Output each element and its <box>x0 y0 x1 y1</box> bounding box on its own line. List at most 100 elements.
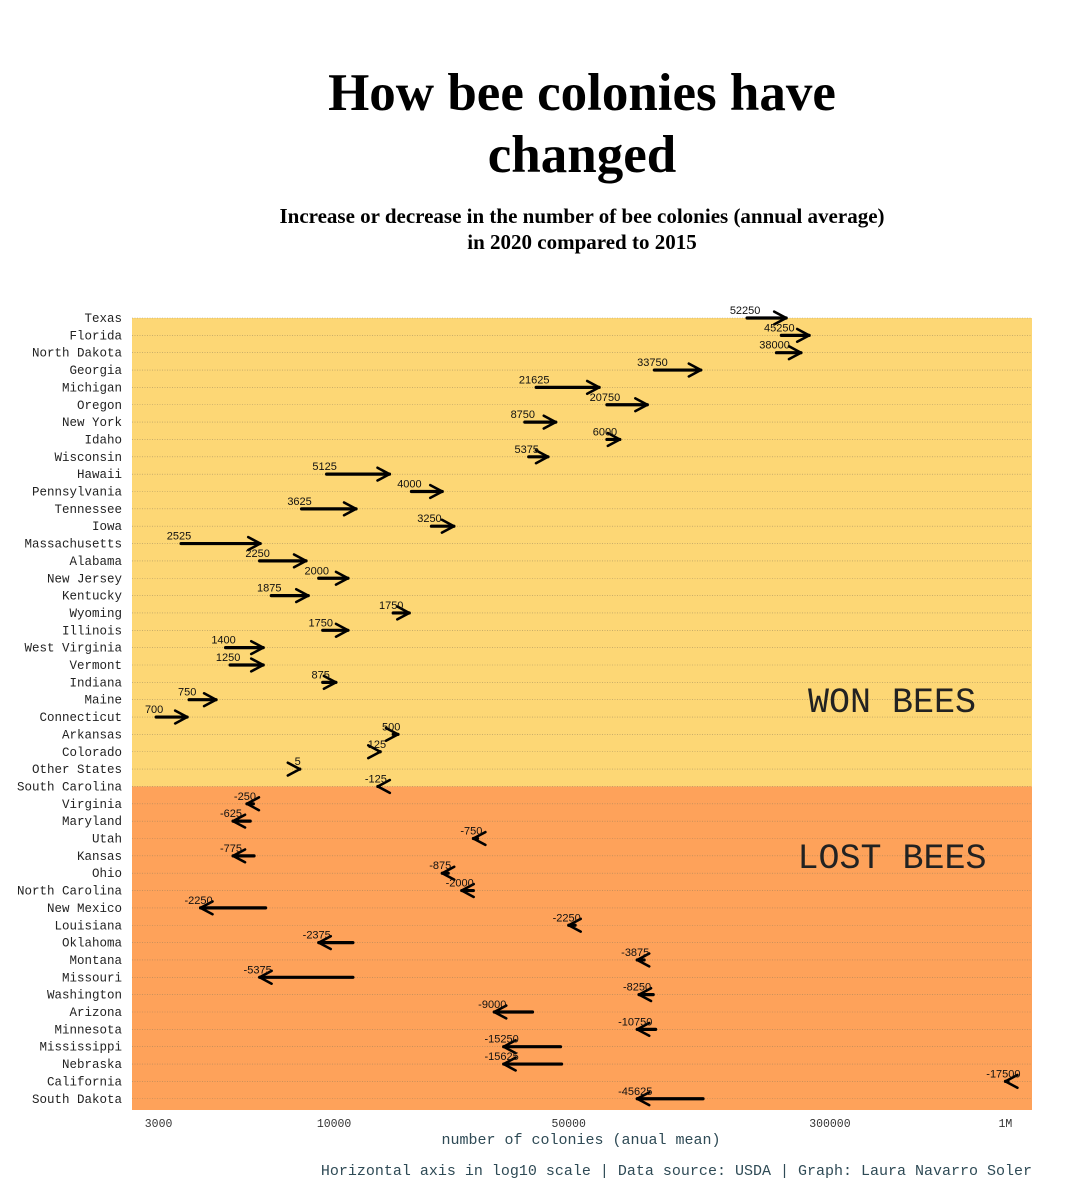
x-tick-label-1M: 1M <box>999 1118 1013 1131</box>
y-tick-label-mississippi: Mississippi <box>39 1041 122 1055</box>
value-label-north-dakota: 38000 <box>759 340 790 352</box>
y-tick-label-wyoming: Wyoming <box>69 607 122 621</box>
value-label-iowa: 3250 <box>417 513 441 525</box>
value-label-minnesota: -10750 <box>618 1016 652 1028</box>
y-tick-label-south-dakota: South Dakota <box>32 1093 123 1107</box>
value-label-new-york: 8750 <box>511 409 535 421</box>
value-label-west-virginia: 1400 <box>211 635 235 647</box>
value-label-montana: -3875 <box>621 947 649 959</box>
x-tick-label-10000: 10000 <box>317 1118 352 1131</box>
y-tick-label-oklahoma: Oklahoma <box>62 937 123 951</box>
value-label-texas: 52250 <box>730 305 761 317</box>
value-label-washington: -8250 <box>623 982 651 994</box>
chart-subtitle-line-2: in 2020 compared to 2015 <box>467 230 697 254</box>
y-tick-label-tennessee: Tennessee <box>54 503 122 517</box>
value-label-missouri: -5375 <box>244 964 272 976</box>
value-label-massachusetts: 2525 <box>167 531 191 543</box>
y-tick-label-california: California <box>47 1075 123 1089</box>
value-label-michigan: 21625 <box>519 374 550 386</box>
y-tick-label-indiana: Indiana <box>69 676 122 690</box>
value-label-oklahoma: -2375 <box>303 930 331 942</box>
x-tick-label-300000: 300000 <box>809 1118 851 1131</box>
y-tick-label-utah: Utah <box>92 833 122 847</box>
y-tick-label-alabama: Alabama <box>69 555 122 569</box>
y-tick-label-idaho: Idaho <box>84 433 122 447</box>
value-label-arkansas: 500 <box>382 721 400 733</box>
y-tick-label-missouri: Missouri <box>62 971 122 985</box>
y-tick-label-illinois: Illinois <box>62 624 122 638</box>
value-label-hawaii: 5125 <box>312 461 336 473</box>
y-tick-label-georgia: Georgia <box>69 364 122 378</box>
value-label-indiana: 875 <box>312 669 330 681</box>
value-label-pennsylvania: 4000 <box>397 479 421 491</box>
value-label-north-carolina: -2000 <box>446 878 474 890</box>
value-label-louisiana: -2250 <box>553 912 581 924</box>
value-label-south-dakota: -45625 <box>618 1086 652 1098</box>
x-axis-label: number of colonies (anual mean) <box>441 1132 720 1149</box>
value-label-ohio: -875 <box>429 860 451 872</box>
y-tick-label-maine: Maine <box>84 694 122 708</box>
y-tick-label-florida: Florida <box>69 329 122 343</box>
y-tick-label-arkansas: Arkansas <box>62 728 122 742</box>
value-label-georgia: 33750 <box>637 357 668 369</box>
region-won-bees <box>132 318 1032 787</box>
value-label-oregon: 20750 <box>590 392 621 404</box>
value-label-new-jersey: 2000 <box>304 565 328 577</box>
y-tick-label-connecticut: Connecticut <box>39 711 122 725</box>
value-label-other-states: 5 <box>295 756 301 768</box>
y-tick-label-hawaii: Hawaii <box>77 468 122 482</box>
value-label-california: -17500 <box>986 1068 1020 1080</box>
value-label-wisconsin: 5375 <box>514 444 538 456</box>
y-tick-label-wisconsin: Wisconsin <box>54 451 122 465</box>
y-tick-label-washington: Washington <box>47 989 122 1003</box>
value-label-new-mexico: -2250 <box>184 895 212 907</box>
caption: Horizontal axis in log10 scale | Data so… <box>320 1163 1032 1180</box>
chart-title: How bee colonies have changed <box>132 62 1032 186</box>
region-lost-bees <box>132 786 1032 1110</box>
value-label-vermont: 1250 <box>216 652 240 664</box>
value-label-kansas: -775 <box>220 843 242 855</box>
y-tick-label-iowa: Iowa <box>92 520 123 534</box>
y-tick-label-colorado: Colorado <box>62 746 122 760</box>
y-tick-label-ohio: Ohio <box>92 867 122 881</box>
y-tick-label-minnesota: Minnesota <box>54 1023 122 1037</box>
y-tick-label-michigan: Michigan <box>62 381 122 395</box>
x-tick-label-50000: 50000 <box>551 1118 586 1131</box>
value-label-nebraska: -15625 <box>485 1051 519 1063</box>
y-tick-label-new-mexico: New Mexico <box>47 902 122 916</box>
y-tick-label-nebraska: Nebraska <box>62 1058 123 1072</box>
value-label-connecticut: 700 <box>145 704 163 716</box>
y-tick-label-new-york: New York <box>62 416 122 430</box>
y-tick-label-kansas: Kansas <box>77 850 122 864</box>
y-tick-label-south-carolina: South Carolina <box>17 780 123 794</box>
value-label-maine: 750 <box>178 687 196 699</box>
value-label-kentucky: 1875 <box>257 583 281 595</box>
y-tick-label-maryland: Maryland <box>62 815 122 829</box>
region-label-won-bees: WON BEES <box>808 683 976 723</box>
y-tick-label-vermont: Vermont <box>69 659 122 673</box>
y-tick-label-virginia: Virginia <box>62 798 123 812</box>
y-tick-label-west-virginia: West Virginia <box>24 642 122 656</box>
value-label-utah: -750 <box>460 826 482 838</box>
y-tick-label-montana: Montana <box>69 954 122 968</box>
chart-subtitle: Increase or decrease in the number of be… <box>132 203 1032 255</box>
y-tick-label-north-carolina: North Carolina <box>17 885 123 899</box>
y-tick-label-kentucky: Kentucky <box>62 590 123 604</box>
x-tick-label-3000: 3000 <box>145 1118 173 1131</box>
y-tick-label-new-jersey: New Jersey <box>47 572 123 586</box>
value-label-illinois: 1750 <box>308 617 332 629</box>
value-label-wyoming: 1750 <box>379 600 403 612</box>
y-tick-label-louisiana: Louisiana <box>54 919 122 933</box>
y-tick-label-arizona: Arizona <box>69 1006 122 1020</box>
value-label-maryland: -625 <box>220 808 242 820</box>
value-label-mississippi: -15250 <box>485 1034 519 1046</box>
chart-title-line-1: How bee colonies have <box>328 64 836 122</box>
y-tick-label-oregon: Oregon <box>77 399 122 413</box>
y-tick-label-massachusetts: Massachusetts <box>24 538 122 552</box>
value-label-idaho: 6000 <box>593 426 617 438</box>
value-label-alabama: 2250 <box>245 548 269 560</box>
value-label-south-carolina: -125 <box>365 773 387 785</box>
value-label-arizona: -9000 <box>478 999 506 1011</box>
y-tick-label-texas: Texas <box>84 312 122 326</box>
